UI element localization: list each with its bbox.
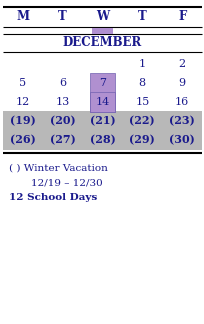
Text: 13: 13 <box>55 97 70 107</box>
Text: (20): (20) <box>50 115 75 126</box>
Text: (28): (28) <box>89 134 115 145</box>
Text: 8: 8 <box>138 78 145 88</box>
Text: F: F <box>177 10 185 24</box>
Text: 15: 15 <box>134 97 149 107</box>
Text: T: T <box>137 10 146 24</box>
Text: T: T <box>58 10 67 24</box>
Text: (27): (27) <box>50 134 75 145</box>
Text: 12: 12 <box>16 97 30 107</box>
Bar <box>3 130 201 150</box>
Bar <box>91 28 113 34</box>
Text: (23): (23) <box>168 115 194 126</box>
Text: 6: 6 <box>59 78 66 88</box>
Text: ( ) Winter Vacation: ( ) Winter Vacation <box>9 164 107 172</box>
Text: M: M <box>16 10 29 24</box>
Text: (19): (19) <box>10 115 36 126</box>
Text: 9: 9 <box>178 78 185 88</box>
Text: 12/19 – 12/30: 12/19 – 12/30 <box>31 179 102 188</box>
Text: 14: 14 <box>95 97 109 107</box>
Bar <box>90 73 114 112</box>
Bar <box>3 111 201 131</box>
Text: W: W <box>95 10 109 24</box>
Text: 2: 2 <box>178 59 185 69</box>
Text: 12 School Days: 12 School Days <box>9 193 97 202</box>
Text: 16: 16 <box>174 97 188 107</box>
Text: (21): (21) <box>89 115 115 126</box>
Text: (26): (26) <box>10 134 36 145</box>
Bar <box>90 92 114 112</box>
Text: 1: 1 <box>138 59 145 69</box>
Text: 5: 5 <box>19 78 26 88</box>
Text: DECEMBER: DECEMBER <box>63 37 141 50</box>
Text: (30): (30) <box>168 134 194 145</box>
Text: (29): (29) <box>129 134 154 145</box>
Text: 7: 7 <box>99 78 105 88</box>
Text: (22): (22) <box>129 115 154 126</box>
